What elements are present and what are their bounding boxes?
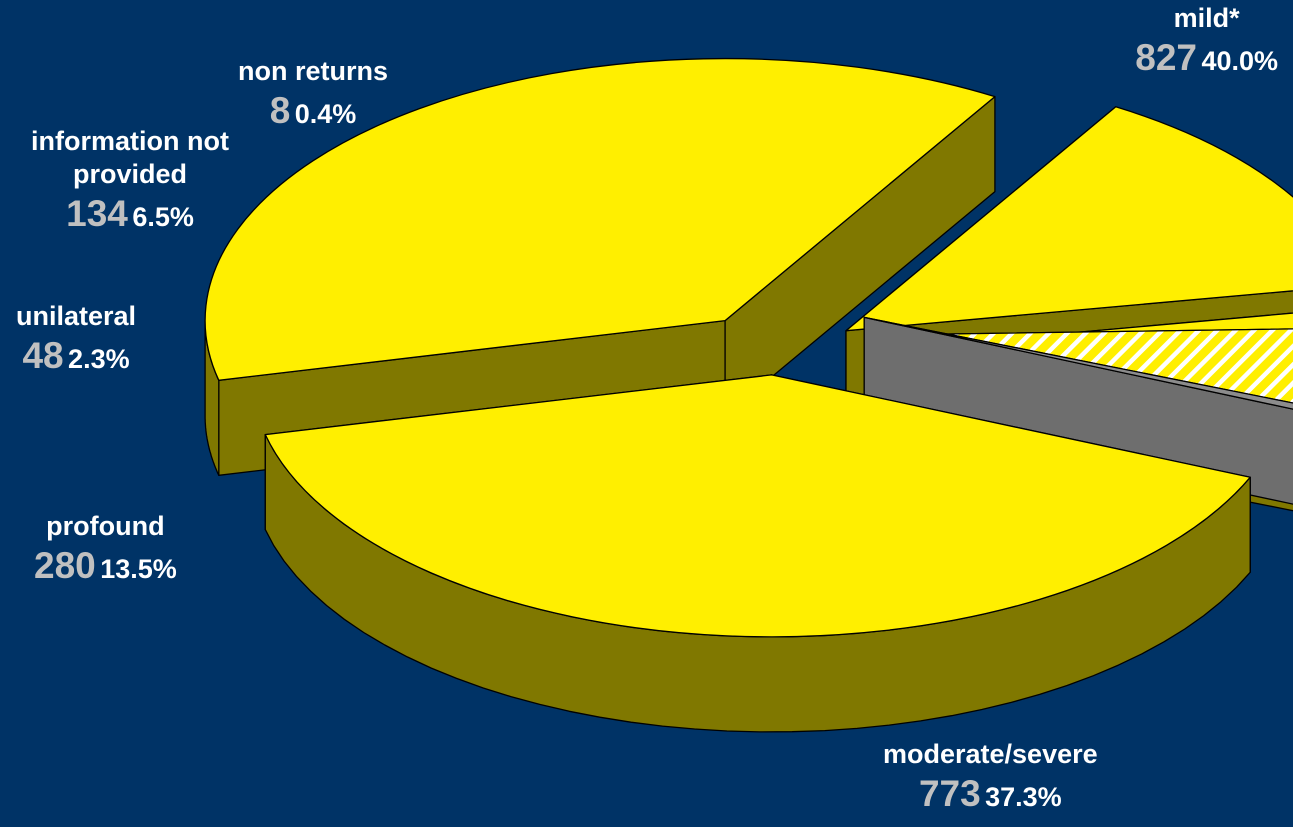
label-non-returns: non returns 8 0.4% xyxy=(238,56,389,131)
label-information-not-provided: information not provided 134 6.5% xyxy=(31,126,229,234)
slice-top xyxy=(863,316,1293,410)
label-moderate-severe: moderate/severe 773 37.3% xyxy=(883,739,1098,814)
slice-top xyxy=(204,57,996,381)
pie-slice-0 xyxy=(264,374,1251,733)
pie-slice-5 xyxy=(863,316,1293,505)
slice-top xyxy=(264,374,1251,638)
label-profound: profound 280 13.5% xyxy=(34,511,177,586)
label-unilateral: unilateral 48 2.3% xyxy=(16,301,137,376)
label-mild: mild* 827 40.0% xyxy=(1135,3,1278,78)
slice-top xyxy=(845,106,1293,332)
